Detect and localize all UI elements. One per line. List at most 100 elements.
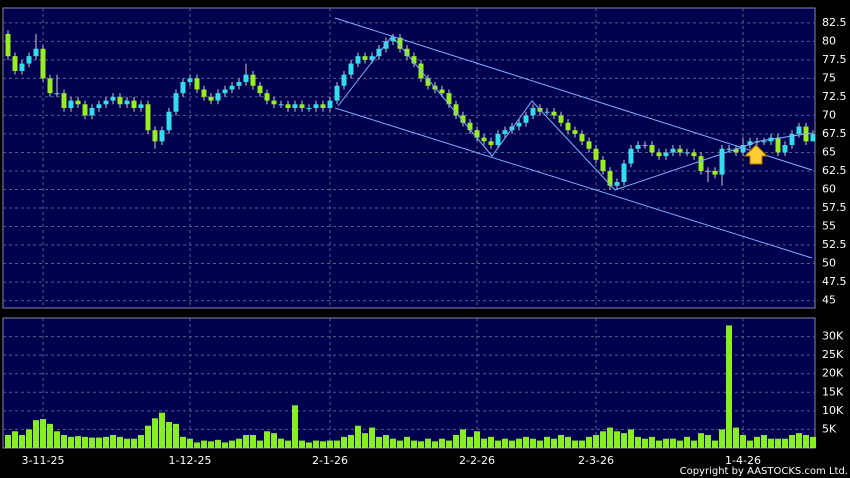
y-tick-label: 62.5 <box>822 164 847 177</box>
candle-body <box>271 100 277 105</box>
y-tick-label: 70 <box>822 108 836 121</box>
volume-bar <box>649 436 655 448</box>
candle-body <box>320 104 326 108</box>
volume-bar <box>12 431 18 448</box>
candle-body <box>495 133 501 146</box>
volume-bar <box>292 405 298 448</box>
candle-body <box>166 111 172 131</box>
volume-bar <box>383 435 389 448</box>
candle-body <box>453 104 459 116</box>
volume-bar <box>362 433 368 448</box>
candle-body <box>194 78 200 90</box>
candle-body <box>47 78 53 94</box>
candle-body <box>110 96 116 101</box>
volume-bar <box>747 440 753 448</box>
candle-body <box>663 152 669 157</box>
candle-body <box>460 115 466 123</box>
volume-bar <box>677 440 683 448</box>
volume-bar <box>803 435 809 448</box>
volume-bar <box>222 442 228 448</box>
volume-bar <box>446 440 452 448</box>
candle-body <box>656 152 662 157</box>
candle-body <box>124 100 130 105</box>
candle-body <box>684 152 690 154</box>
swing-line <box>337 35 813 191</box>
candle-body <box>502 130 508 134</box>
candle-body <box>544 111 550 113</box>
volume-bar <box>285 440 291 448</box>
volume-bar <box>411 440 417 448</box>
volume-bar <box>810 436 816 448</box>
volume-bar <box>82 436 88 448</box>
volume-bar <box>229 440 235 448</box>
price-panel <box>2 7 816 309</box>
candle-body <box>523 115 529 123</box>
candle-body <box>208 96 214 101</box>
candle-body <box>719 148 725 175</box>
volume-bar <box>460 429 466 448</box>
candle-body <box>474 130 480 138</box>
candle-body <box>131 100 137 108</box>
volume-bar <box>47 423 53 448</box>
candle-body <box>180 82 186 94</box>
volume-bar <box>502 438 508 448</box>
y-tick-label: 25K <box>822 348 844 361</box>
volume-bar <box>663 438 669 448</box>
candle-body <box>306 108 312 109</box>
candle-body <box>215 93 221 101</box>
y-tick-label: 65 <box>822 145 836 158</box>
candle-body <box>586 141 592 149</box>
volume-bar <box>565 436 571 448</box>
candle-body <box>390 37 396 42</box>
candle-body <box>54 93 60 95</box>
candle-body <box>628 148 634 164</box>
y-tick-label: 67.5 <box>822 127 847 140</box>
volume-bar <box>768 438 774 448</box>
candle-body <box>404 48 410 57</box>
candle-body <box>446 93 452 105</box>
y-tick-label: 50 <box>822 257 836 270</box>
trend-lines <box>334 17 813 259</box>
candle-body <box>362 56 368 60</box>
candle-body <box>705 170 711 172</box>
y-tick-label: 55 <box>822 220 836 233</box>
volume-bar <box>278 438 284 448</box>
volume-panel <box>2 317 816 449</box>
volume-bar <box>61 435 67 448</box>
volume-bar <box>334 440 340 448</box>
y-tick-label: 52.5 <box>822 238 847 251</box>
volume-bar <box>775 438 781 448</box>
volume-bar <box>572 440 578 448</box>
volume-bar <box>579 440 585 448</box>
candle-body <box>201 89 207 97</box>
candle-body <box>649 145 655 153</box>
volume-bar <box>474 431 480 448</box>
volume-bar <box>733 427 739 448</box>
candle-body <box>747 141 753 146</box>
y-tick-label: 5K <box>822 422 837 435</box>
volume-bar <box>467 436 473 448</box>
volume-bar <box>397 440 403 448</box>
volume-bar <box>145 425 151 448</box>
volume-bar <box>782 438 788 448</box>
volume-bar <box>26 429 32 448</box>
volume-bar <box>432 441 438 448</box>
volume-bar <box>516 438 522 448</box>
volume-bar <box>628 429 634 448</box>
candle-body <box>397 37 403 49</box>
candle-body <box>68 100 74 108</box>
candle-body <box>348 63 354 75</box>
volume-bar <box>418 441 424 448</box>
volume-bar <box>271 433 277 448</box>
volume-bar <box>54 431 60 448</box>
volume-bar <box>726 325 732 448</box>
volume-bar <box>740 435 746 448</box>
volume-bar <box>404 436 410 448</box>
volume-bar <box>89 437 95 448</box>
candle-body <box>467 122 473 131</box>
candle-body <box>313 104 319 108</box>
volume-bar <box>166 422 172 448</box>
candle-body <box>26 56 32 64</box>
volume-bar <box>698 433 704 448</box>
